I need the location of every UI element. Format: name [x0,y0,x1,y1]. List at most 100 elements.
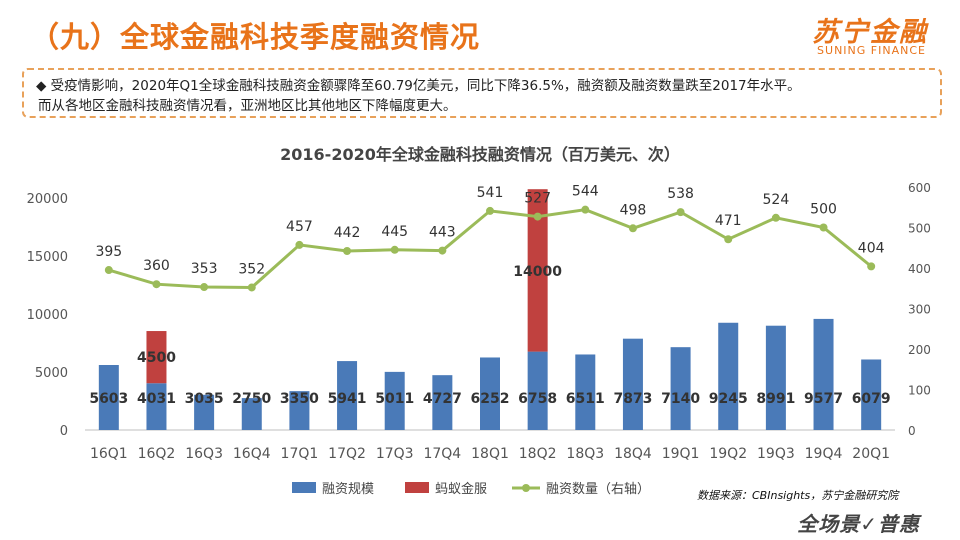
bar-value-label: 6511 [566,391,605,407]
bar-value-label: 4727 [423,391,462,407]
bar-value-label: 9577 [804,391,843,407]
line-point [724,235,733,244]
bar-funding [575,354,596,430]
line-point [343,246,352,255]
line-value-label: 353 [191,261,218,277]
bar-value-label: 7873 [613,391,652,407]
x-tick-label: 16Q2 [138,446,176,462]
bar-value-label: 6252 [471,391,510,407]
line-value-label: 538 [667,186,694,202]
summary-note-line2: 而从各地区金融科技融资情况看，亚洲地区比其他地区下降幅度更大。 [38,98,457,114]
right-axis-tick-label: 600 [908,181,931,195]
bar-value-label: 3350 [280,391,319,407]
line-point [104,266,113,275]
right-axis-tick-label: 0 [908,424,916,438]
footer-logo: 全场景✓普惠 [797,512,920,536]
line-value-label: 544 [572,184,599,200]
line-value-label: 352 [238,261,265,277]
x-tick-label: 16Q4 [233,446,271,462]
bar-funding [718,322,739,430]
bar-funding [337,361,358,430]
bar-value-label: 5603 [89,391,128,407]
data-source: 数据来源：CBInsights，苏宁金融研究院 [697,489,899,502]
x-tick-label: 17Q4 [423,446,461,462]
x-tick-label: 19Q2 [709,446,747,462]
bar-funding [241,398,262,430]
bar-funding [861,359,882,430]
line-point [486,206,494,215]
chart-title: 2016-2020年全球金融科技融资情况（百万美元、次） [280,145,680,164]
legend-swatch-ant [405,482,429,493]
bar-funding [146,383,167,430]
right-axis-tick-label: 500 [908,222,931,236]
line-value-label: 360 [143,258,170,274]
bar-funding [194,394,215,430]
x-tick-label: 17Q1 [281,446,319,462]
line-point [152,280,161,289]
line-value-label: 527 [524,191,551,207]
legend-swatch-line-marker [522,484,530,492]
line-point [390,245,399,254]
bar-funding [670,347,691,430]
right-axis-tick-label: 400 [908,262,931,276]
line-value-label: 443 [429,225,456,241]
bar-value-label: 6758 [518,391,557,407]
left-axis-tick-label: 15000 [27,250,68,265]
bar-funding [384,371,405,430]
bar-funding [765,325,786,430]
line-value-label: 445 [381,224,408,240]
x-tick-label: 19Q4 [805,446,843,462]
line-value-label: 498 [620,202,647,218]
bar-value-label: 9245 [709,391,748,407]
line-value-label: 442 [334,225,361,241]
legend-label-ant: 蚂蚁金服 [435,481,487,497]
bar-funding [622,338,643,430]
line-point [295,240,304,249]
summary-note-line1: ◆ 受疫情影响，2020年Q1全球金融科技融资金额骤降至60.79亿美元，同比下… [36,78,801,94]
left-axis-tick-label: 10000 [27,308,68,323]
line-point [247,283,256,292]
x-tick-label: 18Q1 [471,446,509,462]
bar-funding [289,391,310,430]
x-tick-label: 18Q3 [566,446,604,462]
page-title: （九）全球金融科技季度融资情况 [30,20,481,54]
ant-value-label: 4500 [137,350,176,366]
line-value-label: 541 [477,185,504,201]
right-axis-tick-label: 100 [908,384,931,398]
line-deal-count [108,208,873,289]
x-tick-label: 20Q1 [852,446,890,462]
bar-funding [98,365,119,430]
bar-value-label: 3035 [185,391,224,407]
bar-funding [813,318,834,430]
left-axis-tick-label: 20000 [27,192,68,207]
legend-label-line: 融资数量（右轴） [546,482,650,497]
bar-value-label: 2750 [232,391,271,407]
line-point [771,213,780,222]
x-tick-label: 16Q3 [185,446,223,462]
line-point [628,224,637,233]
left-axis-tick-label: 0 [60,424,68,439]
bar-value-label: 6079 [852,391,891,407]
right-axis-tick-label: 300 [908,303,931,317]
x-tick-label: 18Q2 [519,446,557,462]
brand-logo-subtitle: SUNING FINANCE [817,44,926,57]
line-value-label: 395 [95,244,122,260]
x-tick-label: 19Q1 [662,446,700,462]
line-value-label: 500 [810,202,837,218]
bar-ant-financial [146,331,167,384]
left-axis-tick-label: 5000 [35,366,68,381]
ant-value-label: 14000 [513,264,562,280]
line-point [533,212,542,221]
brand-logo: 苏宁金融 [812,17,928,48]
line-value-label: 457 [286,219,313,235]
x-tick-label: 17Q3 [376,446,414,462]
line-point [867,262,876,271]
x-tick-label: 19Q3 [757,446,795,462]
bar-value-label: 5011 [375,391,414,407]
right-axis-tick-label: 200 [908,343,931,357]
x-tick-label: 17Q2 [328,446,366,462]
bar-value-label: 4031 [137,391,176,407]
legend-swatch-funding [292,482,316,493]
line-point [819,223,828,232]
